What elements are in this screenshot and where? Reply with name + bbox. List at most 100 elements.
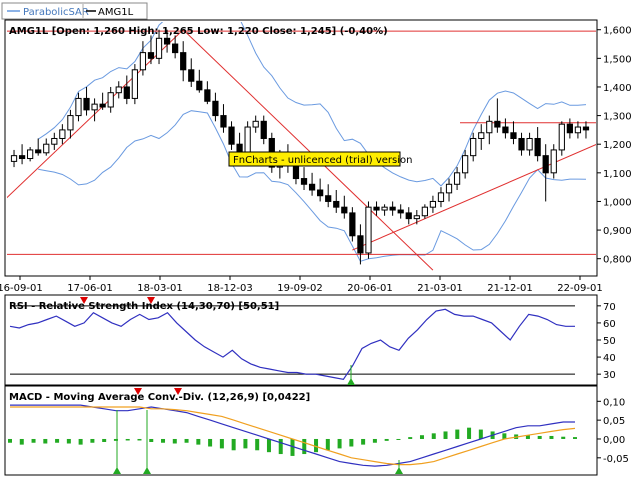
candle-body: [470, 137, 477, 157]
macd-histogram-bar: [361, 438, 366, 445]
macd-buy-marker: [113, 467, 121, 474]
macd-panel-frame: [4, 385, 598, 476]
macd-sell-marker: [174, 388, 182, 395]
candle-body: [228, 126, 235, 145]
macd-histogram-bar: [78, 438, 83, 445]
macd-histogram-bar: [208, 438, 213, 447]
macd-histogram-bar: [8, 438, 12, 443]
candle-body: [574, 126, 582, 134]
rsi-line: [9, 308, 575, 380]
price-panel-frame: [4, 19, 598, 277]
price-x-axis: 16-09-01 17-06-01 18-03-01 18-12-03 19-09-02…: [0, 276, 603, 294]
legend-item-sar[interactable]: ParabolicSAR: [23, 7, 89, 18]
candle-body: [83, 97, 90, 111]
candle-body: [115, 86, 122, 94]
price-y-tick-label: 1,400: [603, 83, 632, 94]
candle-body: [51, 137, 58, 145]
candle-body: [308, 183, 316, 191]
macd-histogram-bar: [31, 438, 36, 443]
macd-panel[interactable]: 0,10 0,05 0,00 -0,05 MACD - Moving Average …: [4, 385, 629, 476]
macd-histogram-bar: [573, 437, 577, 439]
candle-body: [502, 126, 509, 134]
macd-histogram-bar: [443, 431, 448, 439]
candle-body: [27, 149, 34, 160]
macd-histogram-bar: [467, 427, 472, 439]
candle-body: [59, 129, 66, 139]
candle-body: [204, 89, 211, 102]
candle-body: [397, 209, 404, 214]
macd-histogram-bar: [161, 438, 166, 443]
candle-body: [357, 235, 364, 254]
macd-histogram-bar: [278, 438, 283, 455]
legend-item-amg1l[interactable]: AMG1L: [98, 7, 134, 18]
candle-body: [300, 178, 308, 185]
candle-body: [196, 80, 203, 91]
candle-body: [558, 123, 565, 151]
macd-histogram-bar: [325, 438, 330, 451]
price-y-tick-label: 1,000: [603, 197, 632, 208]
candle-body: [534, 137, 541, 157]
price-x-tick-label: 18-03-01: [137, 283, 182, 294]
price-y-tick-label: 1,200: [603, 140, 632, 151]
rsi-y-axis: 70 60 50 40 30: [597, 302, 616, 381]
macd-histogram-bar: [337, 438, 342, 449]
rsi-y-tick-label: 60: [603, 319, 616, 330]
price-x-tick-label: 20-06-01: [347, 283, 392, 294]
price-panel[interactable]: 1,600 1,500 1,400 1,300 1,200 1,100 1,000 0,900…: [0, 10, 632, 294]
candle-body: [333, 200, 340, 208]
macd-sell-marker: [134, 388, 142, 395]
macd-y-tick-label: 0,05: [603, 416, 625, 427]
candle-body: [163, 37, 171, 45]
rsi-panel[interactable]: 70 60 50 40 30 RSI - Relative Strength Index…: [4, 294, 616, 386]
price-y-tick-label: 1,300: [603, 112, 632, 123]
macd-histogram-bar: [113, 438, 118, 441]
signal-series: [10, 406, 576, 466]
candle-body: [325, 195, 332, 202]
rsi-sell-marker: [147, 297, 155, 304]
candle-body: [341, 206, 348, 214]
macd-histogram-bar: [502, 433, 507, 439]
candle-body: [155, 37, 163, 59]
price-x-tick-label: 19-09-02: [277, 283, 322, 294]
macd-histogram-bar: [43, 438, 48, 444]
macd-histogram-bar: [149, 438, 154, 442]
candle-body: [526, 137, 533, 151]
candle-body: [478, 132, 485, 139]
macd-histogram-bar: [266, 438, 271, 453]
rsi-panel-header: RSI - Relative Strength Index (14,30,70)…: [9, 301, 279, 312]
candle-body: [67, 115, 74, 131]
macd-histogram-bar: [478, 429, 483, 439]
price-x-tick-label: 16-09-01: [0, 283, 43, 294]
candle-body: [550, 149, 557, 174]
price-x-tick-label: 22-09-01: [557, 283, 602, 294]
price-y-tick-label: 0,800: [603, 255, 632, 266]
macd-signal-markers: [113, 388, 403, 474]
macd-y-tick-label: 0,00: [603, 435, 625, 446]
price-x-tick-label: 17-06-01: [67, 283, 112, 294]
candle-body: [429, 200, 437, 208]
candle-body: [381, 206, 388, 211]
price-panel-header: AMG1L [Open: 1,260 High: 1,265 Low: 1,22…: [9, 26, 388, 37]
macd-histogram-bar: [455, 429, 460, 439]
candle-body: [244, 126, 251, 154]
candle-body: [365, 206, 372, 254]
rsi-y-tick-label: 40: [603, 353, 616, 364]
candle-body: [542, 155, 549, 174]
candle-body: [91, 103, 98, 111]
candle-body: [510, 132, 517, 139]
macd-histogram-bar: [125, 438, 130, 441]
macd-y-tick-label: 0,10: [603, 397, 625, 408]
macd-histogram-bar: [102, 438, 107, 442]
candle-body: [453, 172, 461, 185]
candle-body: [35, 149, 42, 154]
trial-watermark-text: FnCharts - unlicenced (trial) version: [233, 155, 412, 166]
macd-histogram-bar: [372, 438, 377, 443]
macd-histogram-bar: [349, 438, 354, 447]
macd-histogram-bar: [66, 438, 71, 444]
rsi-y-tick-label: 70: [603, 302, 616, 313]
candle-body: [188, 69, 195, 82]
candle-body: [260, 120, 267, 139]
macd-histogram-bar: [137, 438, 142, 441]
bollinger-bands: [37, 22, 587, 262]
candle-body: [43, 143, 50, 154]
